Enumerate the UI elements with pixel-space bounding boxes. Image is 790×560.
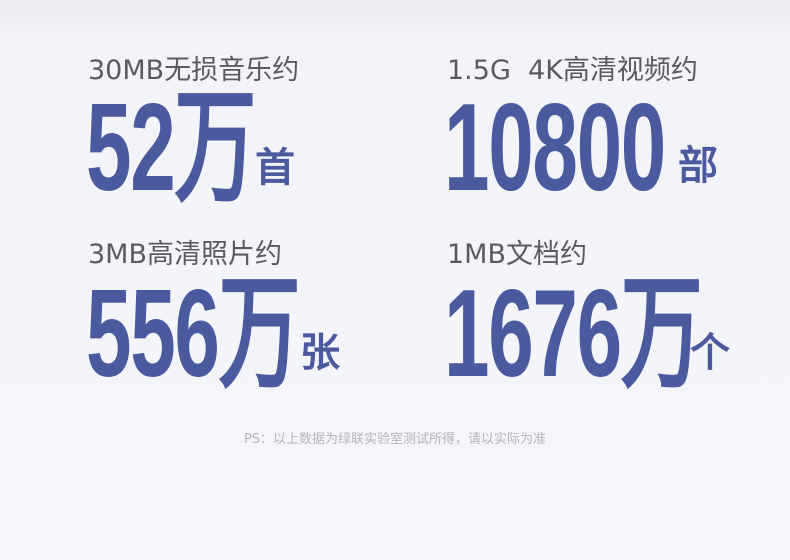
stat-label: 1MB文档约 (447, 239, 587, 270)
footnote: PS：以上数据为绿联实验室测试所得，请以实际为准 (243, 432, 547, 447)
stat-value: 556万 (86, 265, 300, 403)
stat-label: 3MB高清照片约 (88, 239, 282, 270)
stat-unit: 首 (255, 145, 295, 191)
stat-unit: 个 (690, 330, 730, 376)
stat-value: 10800 (444, 79, 666, 217)
stat-label: 30MB无损音乐约 (88, 55, 300, 86)
stat-value: 52万 (86, 79, 256, 217)
stat-value: 1676万 (444, 265, 703, 403)
stat-unit: 张 (300, 330, 340, 376)
stat-unit: 部 (678, 143, 718, 189)
stat-label: 1.5G 4K高清视频约 (447, 55, 698, 86)
